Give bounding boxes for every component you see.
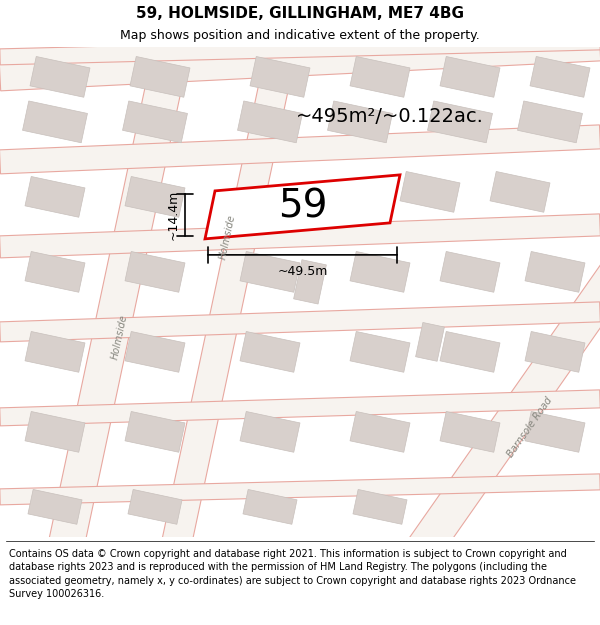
Text: Holmside: Holmside	[110, 314, 130, 360]
Polygon shape	[350, 56, 410, 98]
Polygon shape	[125, 331, 185, 372]
Polygon shape	[0, 474, 600, 505]
Text: Contains OS data © Crown copyright and database right 2021. This information is : Contains OS data © Crown copyright and d…	[9, 549, 576, 599]
Polygon shape	[25, 176, 85, 217]
Polygon shape	[328, 101, 392, 142]
Polygon shape	[125, 411, 185, 452]
Polygon shape	[0, 34, 600, 65]
Text: 59, HOLMSIDE, GILLINGHAM, ME7 4BG: 59, HOLMSIDE, GILLINGHAM, ME7 4BG	[136, 6, 464, 21]
Polygon shape	[25, 331, 85, 372]
Polygon shape	[250, 56, 310, 98]
Polygon shape	[350, 411, 410, 452]
Polygon shape	[0, 302, 600, 342]
Polygon shape	[122, 101, 187, 142]
Text: 59: 59	[278, 188, 327, 226]
Text: ~495m²/~0.122ac.: ~495m²/~0.122ac.	[296, 107, 484, 126]
Polygon shape	[125, 176, 185, 217]
Polygon shape	[0, 125, 600, 174]
Polygon shape	[240, 331, 300, 372]
Polygon shape	[525, 251, 585, 292]
Polygon shape	[518, 101, 583, 142]
Polygon shape	[440, 331, 500, 372]
Polygon shape	[490, 171, 550, 212]
Polygon shape	[293, 260, 326, 304]
Polygon shape	[530, 56, 590, 98]
Polygon shape	[25, 411, 85, 452]
Polygon shape	[428, 101, 493, 142]
Polygon shape	[243, 489, 297, 524]
Polygon shape	[350, 251, 410, 292]
Text: Map shows position and indicative extent of the property.: Map shows position and indicative extent…	[120, 29, 480, 42]
Text: Holmside: Holmside	[218, 214, 238, 260]
Polygon shape	[205, 175, 400, 239]
Polygon shape	[23, 101, 88, 142]
Polygon shape	[440, 251, 500, 292]
Polygon shape	[416, 322, 445, 361]
Polygon shape	[25, 251, 85, 292]
Polygon shape	[28, 489, 82, 524]
Polygon shape	[128, 489, 182, 524]
Polygon shape	[30, 56, 90, 98]
Polygon shape	[525, 411, 585, 452]
Text: ~14.4m: ~14.4m	[167, 190, 180, 240]
Polygon shape	[525, 331, 585, 372]
Polygon shape	[350, 331, 410, 372]
Polygon shape	[238, 101, 302, 142]
Polygon shape	[440, 56, 500, 98]
Text: ~49.5m: ~49.5m	[277, 265, 328, 278]
Polygon shape	[0, 214, 600, 258]
Polygon shape	[132, 0, 328, 625]
Polygon shape	[240, 251, 300, 292]
Polygon shape	[353, 489, 407, 524]
Polygon shape	[19, 0, 221, 625]
Polygon shape	[0, 390, 600, 426]
Polygon shape	[440, 411, 500, 452]
Polygon shape	[240, 411, 300, 452]
Polygon shape	[400, 171, 460, 212]
Polygon shape	[314, 100, 600, 625]
Text: Barnsole Road: Barnsole Road	[506, 395, 554, 459]
Polygon shape	[0, 33, 600, 91]
Polygon shape	[130, 56, 190, 98]
Polygon shape	[125, 251, 185, 292]
